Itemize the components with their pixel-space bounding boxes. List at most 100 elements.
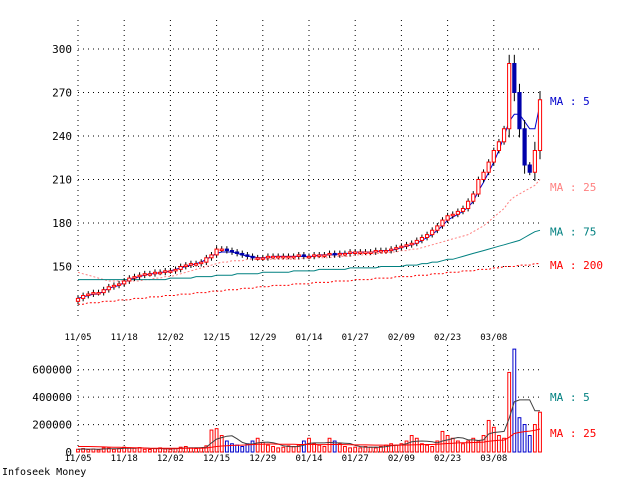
volume-bar [502, 437, 506, 453]
candle-body [245, 254, 250, 257]
volume-bar [332, 440, 337, 453]
volume-bar [517, 417, 522, 453]
volume-bar [527, 435, 532, 453]
volume-y-ticks: 0 200000 400000 600000 [32, 364, 72, 459]
price-y-tick-label: 270 [52, 87, 72, 100]
candle-body [450, 213, 455, 217]
volume-moving-averages [77, 399, 541, 450]
candle-body [342, 252, 348, 256]
candle-body [168, 270, 173, 273]
candle-body [337, 252, 342, 256]
candle-body [414, 239, 419, 244]
volume-bar [230, 443, 234, 453]
x-tick-label-volume: 02/23 [434, 454, 461, 464]
volume-bar [512, 348, 517, 453]
candle-body [466, 200, 471, 209]
volume-bar [327, 437, 332, 453]
candle-body [394, 247, 399, 250]
candle-body [368, 251, 373, 254]
candle-body [522, 128, 527, 166]
candle-body [363, 251, 368, 254]
candle-body [204, 257, 209, 263]
candle-body [512, 63, 517, 93]
candle-body [193, 263, 199, 266]
candle-body [317, 254, 322, 257]
candle-body [471, 193, 476, 202]
volume-bar [296, 444, 301, 453]
volume-bar [461, 443, 465, 453]
candle-body [507, 63, 512, 130]
volume-y-tick-label: 600000 [32, 364, 72, 377]
volume-y-tick-label: 200000 [32, 419, 72, 432]
volume-bar [399, 443, 404, 453]
candle-body [75, 297, 81, 302]
candle-body [255, 257, 260, 260]
candle-body [481, 171, 486, 180]
candle-body [301, 254, 306, 257]
volume-bars [76, 348, 542, 453]
price-ma-line [78, 263, 540, 305]
volume-bar [178, 446, 183, 453]
price-y-ticks: 150 180 210 240 270 300 [52, 43, 72, 274]
volume-bar [194, 448, 198, 453]
volume-bar [250, 440, 255, 453]
candle-body [460, 208, 466, 212]
price-legend-item: MA : 25 [550, 181, 596, 194]
candle-body [455, 210, 460, 215]
candle-body [347, 251, 353, 254]
volume-bar [486, 419, 491, 453]
volume-bar [112, 448, 116, 453]
candle-body [327, 252, 332, 256]
candle-body [419, 237, 425, 241]
candle-body [409, 242, 414, 246]
candle-body [496, 141, 502, 152]
candle-body [122, 280, 127, 285]
candle-body [265, 255, 271, 259]
volume-bar [132, 447, 137, 453]
price-ma-line [78, 229, 541, 281]
x-tick-label-price: 03/08 [480, 333, 507, 343]
x-tick-label-price: 01/27 [342, 333, 369, 343]
volume-bar [466, 440, 471, 453]
volume-y-tick-label: 0 [65, 446, 72, 459]
price-legend-item: MA : 5 [550, 95, 590, 108]
candle-body [332, 252, 337, 256]
x-tick-label-price: 12/15 [203, 333, 230, 343]
volume-bar [276, 447, 281, 453]
candle-body [219, 248, 224, 252]
x-tick-label-volume: 12/29 [249, 454, 276, 464]
price-candles [75, 54, 543, 305]
candle-body [276, 255, 281, 259]
candle-body [270, 255, 276, 259]
volume-bar [378, 446, 383, 453]
candle-body [383, 250, 389, 253]
candle-body [152, 271, 158, 275]
price-grid [77, 20, 542, 320]
x-tick-label-volume: 12/02 [157, 454, 184, 464]
volume-bar [337, 443, 342, 453]
volume-bar [450, 437, 455, 453]
candle-body [306, 255, 312, 259]
volume-bar [183, 446, 188, 453]
volume-bar [142, 448, 147, 453]
candle-body [527, 164, 532, 173]
volume-legend-item: MA : 5 [550, 391, 590, 404]
volume-bar [373, 447, 378, 453]
x-tick-label-price: 12/29 [249, 333, 276, 343]
candle-body [517, 92, 522, 130]
volume-grid [77, 345, 542, 453]
x-tick-label-volume: 01/14 [295, 454, 322, 464]
candle-body [424, 234, 430, 239]
candle-body [286, 255, 291, 259]
volume-bar [353, 446, 358, 453]
volume-bar [491, 426, 496, 453]
candle-body [404, 244, 409, 247]
x-tick-label-volume: 03/08 [480, 454, 507, 464]
candle-body [445, 215, 450, 221]
volume-bar [481, 435, 486, 453]
volume-bar [209, 429, 214, 453]
x-tick-label-price: 11/05 [64, 333, 91, 343]
volume-bar [538, 411, 542, 453]
candle-body [96, 292, 101, 295]
